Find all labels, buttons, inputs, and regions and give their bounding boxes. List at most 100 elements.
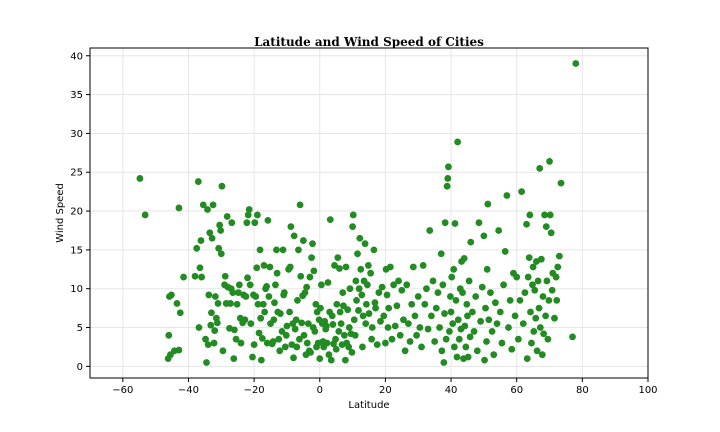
data-point (463, 300, 471, 308)
data-point (346, 285, 354, 293)
data-point (483, 338, 490, 345)
data-point (411, 312, 419, 320)
data-point (191, 272, 199, 280)
data-point (291, 325, 299, 333)
data-point (555, 252, 563, 260)
data-point (203, 359, 210, 366)
data-point (493, 320, 501, 328)
data-point (218, 182, 226, 190)
data-point (380, 312, 388, 320)
data-point (252, 293, 260, 300)
data-point (230, 355, 238, 362)
data-point (279, 246, 287, 254)
data-point (299, 237, 307, 244)
data-point (572, 60, 580, 67)
data-point (447, 308, 455, 316)
data-point (455, 335, 463, 343)
data-point (280, 289, 288, 296)
data-point (250, 341, 258, 349)
data-point (273, 269, 281, 277)
data-point (373, 341, 381, 349)
data-point (231, 326, 238, 334)
y-tick-label: 10 (70, 284, 83, 295)
data-point (336, 265, 343, 272)
data-point (390, 281, 398, 289)
data-point (175, 204, 183, 212)
data-point (529, 263, 537, 271)
data-point (429, 277, 437, 285)
data-point (273, 246, 280, 254)
x-tick-label: 100 (638, 385, 657, 396)
data-point (213, 319, 221, 327)
data-point (496, 308, 504, 316)
data-point (332, 335, 339, 343)
data-point (444, 175, 452, 182)
data-point (460, 255, 468, 262)
data-point (173, 300, 181, 307)
data-point (260, 262, 268, 269)
data-point (408, 300, 416, 308)
data-point (443, 182, 451, 190)
data-point (393, 302, 401, 310)
data-point (211, 293, 219, 300)
data-point (141, 211, 149, 219)
data-point (526, 211, 534, 219)
data-point (247, 320, 255, 328)
data-point (467, 238, 475, 246)
data-point (406, 338, 414, 345)
data-point (370, 246, 378, 254)
data-point (418, 343, 425, 351)
data-point (253, 264, 261, 272)
data-point (286, 263, 294, 271)
data-point (521, 289, 529, 296)
data-point (244, 211, 252, 219)
data-point (359, 312, 367, 320)
x-axis-label: Latitude (348, 400, 389, 411)
data-point (365, 310, 373, 317)
data-point (308, 254, 315, 262)
data-point (531, 286, 539, 294)
data-point (423, 285, 430, 293)
data-point (527, 308, 534, 316)
data-point (464, 353, 472, 361)
data-point (449, 320, 457, 328)
data-point (404, 320, 412, 328)
data-point (336, 308, 344, 316)
data-point (196, 264, 204, 272)
data-point (470, 328, 478, 335)
data-point (511, 312, 519, 320)
data-point (263, 282, 270, 290)
data-point (454, 138, 462, 146)
data-point (539, 293, 547, 300)
data-point (453, 353, 461, 361)
data-point (532, 314, 540, 322)
data-point (199, 201, 207, 209)
data-point (303, 339, 311, 347)
data-point (271, 299, 278, 307)
data-point (519, 320, 527, 328)
data-point (300, 331, 308, 339)
data-point (331, 262, 338, 269)
data-point (545, 296, 553, 304)
data-point (272, 281, 279, 289)
data-point (207, 321, 215, 329)
data-point (367, 269, 375, 277)
data-point (439, 281, 447, 289)
data-point (195, 324, 203, 331)
y-tick-label: 15 (70, 245, 83, 256)
data-point (342, 263, 350, 271)
x-tick-label: 80 (576, 385, 589, 396)
data-point (266, 263, 274, 271)
data-point (259, 300, 267, 308)
data-point (447, 293, 454, 300)
data-point (441, 219, 449, 227)
data-point (398, 286, 406, 294)
data-point (275, 335, 283, 343)
data-point (534, 277, 542, 285)
data-point (385, 304, 393, 312)
data-point (361, 240, 369, 248)
data-point (546, 211, 554, 219)
data-point (395, 277, 402, 285)
data-point (546, 157, 553, 165)
data-point (309, 240, 316, 248)
